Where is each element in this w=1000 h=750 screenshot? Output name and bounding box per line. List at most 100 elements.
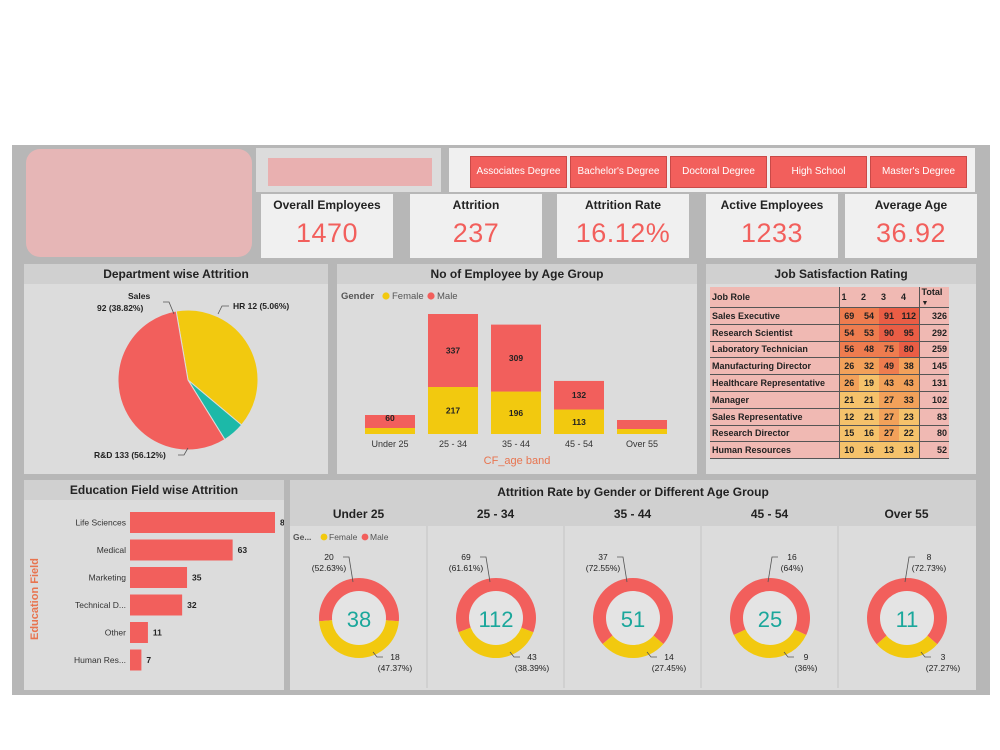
x-tick-label: 35 - 44 xyxy=(502,439,530,449)
donut-center-value: 25 xyxy=(758,607,782,632)
donut-1[interactable]: 112 69(61.61%) 43(38.39%) xyxy=(449,552,550,673)
col-rating-2[interactable]: 2 xyxy=(859,287,879,308)
leader-line xyxy=(509,651,520,658)
col-rating-3[interactable]: 3 xyxy=(879,287,899,308)
matrix-row[interactable]: Research Scientist 54 53 90 95 292 xyxy=(710,324,949,342)
rating-cell: 16 xyxy=(859,425,879,443)
job-role-cell: Sales Representative xyxy=(710,408,839,426)
rating-cell: 54 xyxy=(859,307,879,325)
slicer-bachelors-degree[interactable]: Bachelor's Degree xyxy=(570,156,667,188)
leader-line xyxy=(783,651,794,658)
rating-cell: 112 xyxy=(899,307,919,325)
donut-center-value: 51 xyxy=(621,607,645,632)
job-role-cell: Research Director xyxy=(710,425,839,443)
kpi-label: Overall Employees xyxy=(273,198,381,212)
matrix-row[interactable]: Sales Representative 12 21 27 23 83 xyxy=(710,408,949,426)
bar-male[interactable] xyxy=(365,415,415,428)
bar-female[interactable] xyxy=(365,428,415,434)
bar-male[interactable] xyxy=(554,380,604,410)
matrix-row[interactable]: Healthcare Representative 26 19 43 43 131 xyxy=(710,374,949,392)
col-rating-1[interactable]: 1 xyxy=(838,287,859,308)
donut-3[interactable]: 25 16(64%) 9(36%) xyxy=(730,552,817,673)
edu-bar[interactable] xyxy=(130,649,142,671)
bar-female[interactable] xyxy=(554,409,604,434)
rating-cell: 27 xyxy=(879,408,899,426)
slicer-high-school[interactable]: High School xyxy=(770,156,867,188)
col-rating-4[interactable]: 4 xyxy=(899,287,919,308)
rating-cell: 10 xyxy=(838,441,859,460)
rating-cell: 16 xyxy=(859,441,879,460)
pie-slice-sales[interactable] xyxy=(175,309,259,426)
donut-legend-female-swatch xyxy=(320,533,328,541)
matrix-row[interactable]: Human Resources 10 16 13 13 52 xyxy=(710,441,949,460)
bar-male-label: 132 xyxy=(572,390,586,400)
edu-value-label: 7 xyxy=(146,655,151,665)
kpi-value: 16.12% xyxy=(575,218,671,248)
col-total-label: Total xyxy=(921,287,943,297)
job-role-cell: Healthcare Representative xyxy=(710,374,839,392)
matrix-row[interactable]: Research Director 15 16 27 22 80 xyxy=(710,425,949,443)
matrix-row[interactable]: Sales Executive 69 54 91 112 326 xyxy=(710,307,949,325)
job-satisfaction-matrix: Job Role 1 2 3 4 Total ▼ Sales Executive 6… xyxy=(710,287,949,460)
bar-male[interactable] xyxy=(428,314,478,387)
donut-dividers xyxy=(426,526,839,688)
rating-cell: 53 xyxy=(859,324,879,342)
edu-bar[interactable] xyxy=(130,622,148,643)
pie-leader-lines xyxy=(163,301,229,456)
job-role-cell: Human Resources xyxy=(710,441,839,460)
rating-cell: 54 xyxy=(838,324,859,342)
leader-line xyxy=(767,556,778,583)
title-strip xyxy=(268,158,432,186)
donut-4[interactable]: 11 8(72.73%) 3(27.27%) xyxy=(867,552,960,673)
donut-2[interactable]: 51 37(72.55%) 14(27.45%) xyxy=(586,552,687,673)
bar-male[interactable] xyxy=(617,420,667,429)
total-cell: 259 xyxy=(918,341,949,359)
slicer-masters-degree[interactable]: Master's Degree xyxy=(870,156,967,188)
kpi-label: Active Employees xyxy=(720,198,824,212)
slicer-doctoral-degree[interactable]: Doctoral Degree xyxy=(670,156,767,188)
attrition-donut-charts: Ge... Female Male 3820(52.63%)18(47.37%)… xyxy=(293,526,960,688)
col-total[interactable]: Total ▼ xyxy=(918,287,949,308)
kpi-value: 237 xyxy=(452,218,500,248)
bar-female-label: 196 xyxy=(509,408,523,418)
legend-title: Gender xyxy=(341,291,375,302)
donut-center-value: 11 xyxy=(896,607,919,632)
donut-hole xyxy=(469,591,523,645)
bar-female[interactable] xyxy=(428,386,478,434)
donut-male-pct: (52.63%) xyxy=(312,563,347,573)
age-head-35-44: 35 - 44 xyxy=(613,507,652,521)
donut-hole xyxy=(332,591,386,645)
matrix-row[interactable]: Manager 21 21 27 33 102 xyxy=(710,391,949,409)
rating-cell: 15 xyxy=(838,425,859,443)
bar-female[interactable] xyxy=(491,391,541,434)
edu-bar[interactable] xyxy=(130,539,233,561)
pie-label-hr: HR 12 (5.06%) xyxy=(233,301,289,311)
matrix-row[interactable]: Manufacturing Director 26 32 49 38 145 xyxy=(710,357,949,376)
donut-0[interactable]: 38 20(52.63%) 18(47.37%) xyxy=(312,552,413,673)
panel-title: Attrition Rate by Gender or Different Ag… xyxy=(290,480,976,504)
department-attrition-panel: Department wise Attrition Sales 92 (38.8… xyxy=(24,264,328,474)
edu-bar[interactable] xyxy=(130,594,183,616)
age-head-under-25: Under 25 xyxy=(332,507,385,521)
edu-bar[interactable] xyxy=(130,512,275,533)
donut-male-count: 8 xyxy=(927,552,932,562)
pie-slice-rd[interactable] xyxy=(117,310,226,451)
edu-bar[interactable] xyxy=(130,567,188,588)
bar-male[interactable] xyxy=(491,324,541,392)
kpi-active-employees: Active Employees 1233 xyxy=(706,194,838,258)
total-cell: 52 xyxy=(918,441,949,460)
age-group-bar-chart: Gender Female Male 60 Under 25 217 337 25 - … xyxy=(341,291,667,467)
job-role-cell: Research Scientist xyxy=(710,324,839,342)
bar-male-label: 309 xyxy=(509,353,523,363)
panel-title: No of Employee by Age Group xyxy=(337,264,697,284)
matrix-row[interactable]: Laboratory Technician 56 48 75 80 259 xyxy=(710,341,949,359)
legend-female-label: Female xyxy=(392,291,424,302)
bar-male-label: 60 xyxy=(385,413,395,423)
leader-line xyxy=(920,651,931,658)
donut-center-value: 38 xyxy=(347,607,371,632)
bar-female[interactable] xyxy=(617,429,667,434)
edu-value-label: 89 xyxy=(280,518,284,528)
col-job-role[interactable]: Job Role xyxy=(710,287,839,308)
donut-male-count: 69 xyxy=(461,552,471,562)
slicer-associates-degree[interactable]: Associates Degree xyxy=(470,156,567,188)
